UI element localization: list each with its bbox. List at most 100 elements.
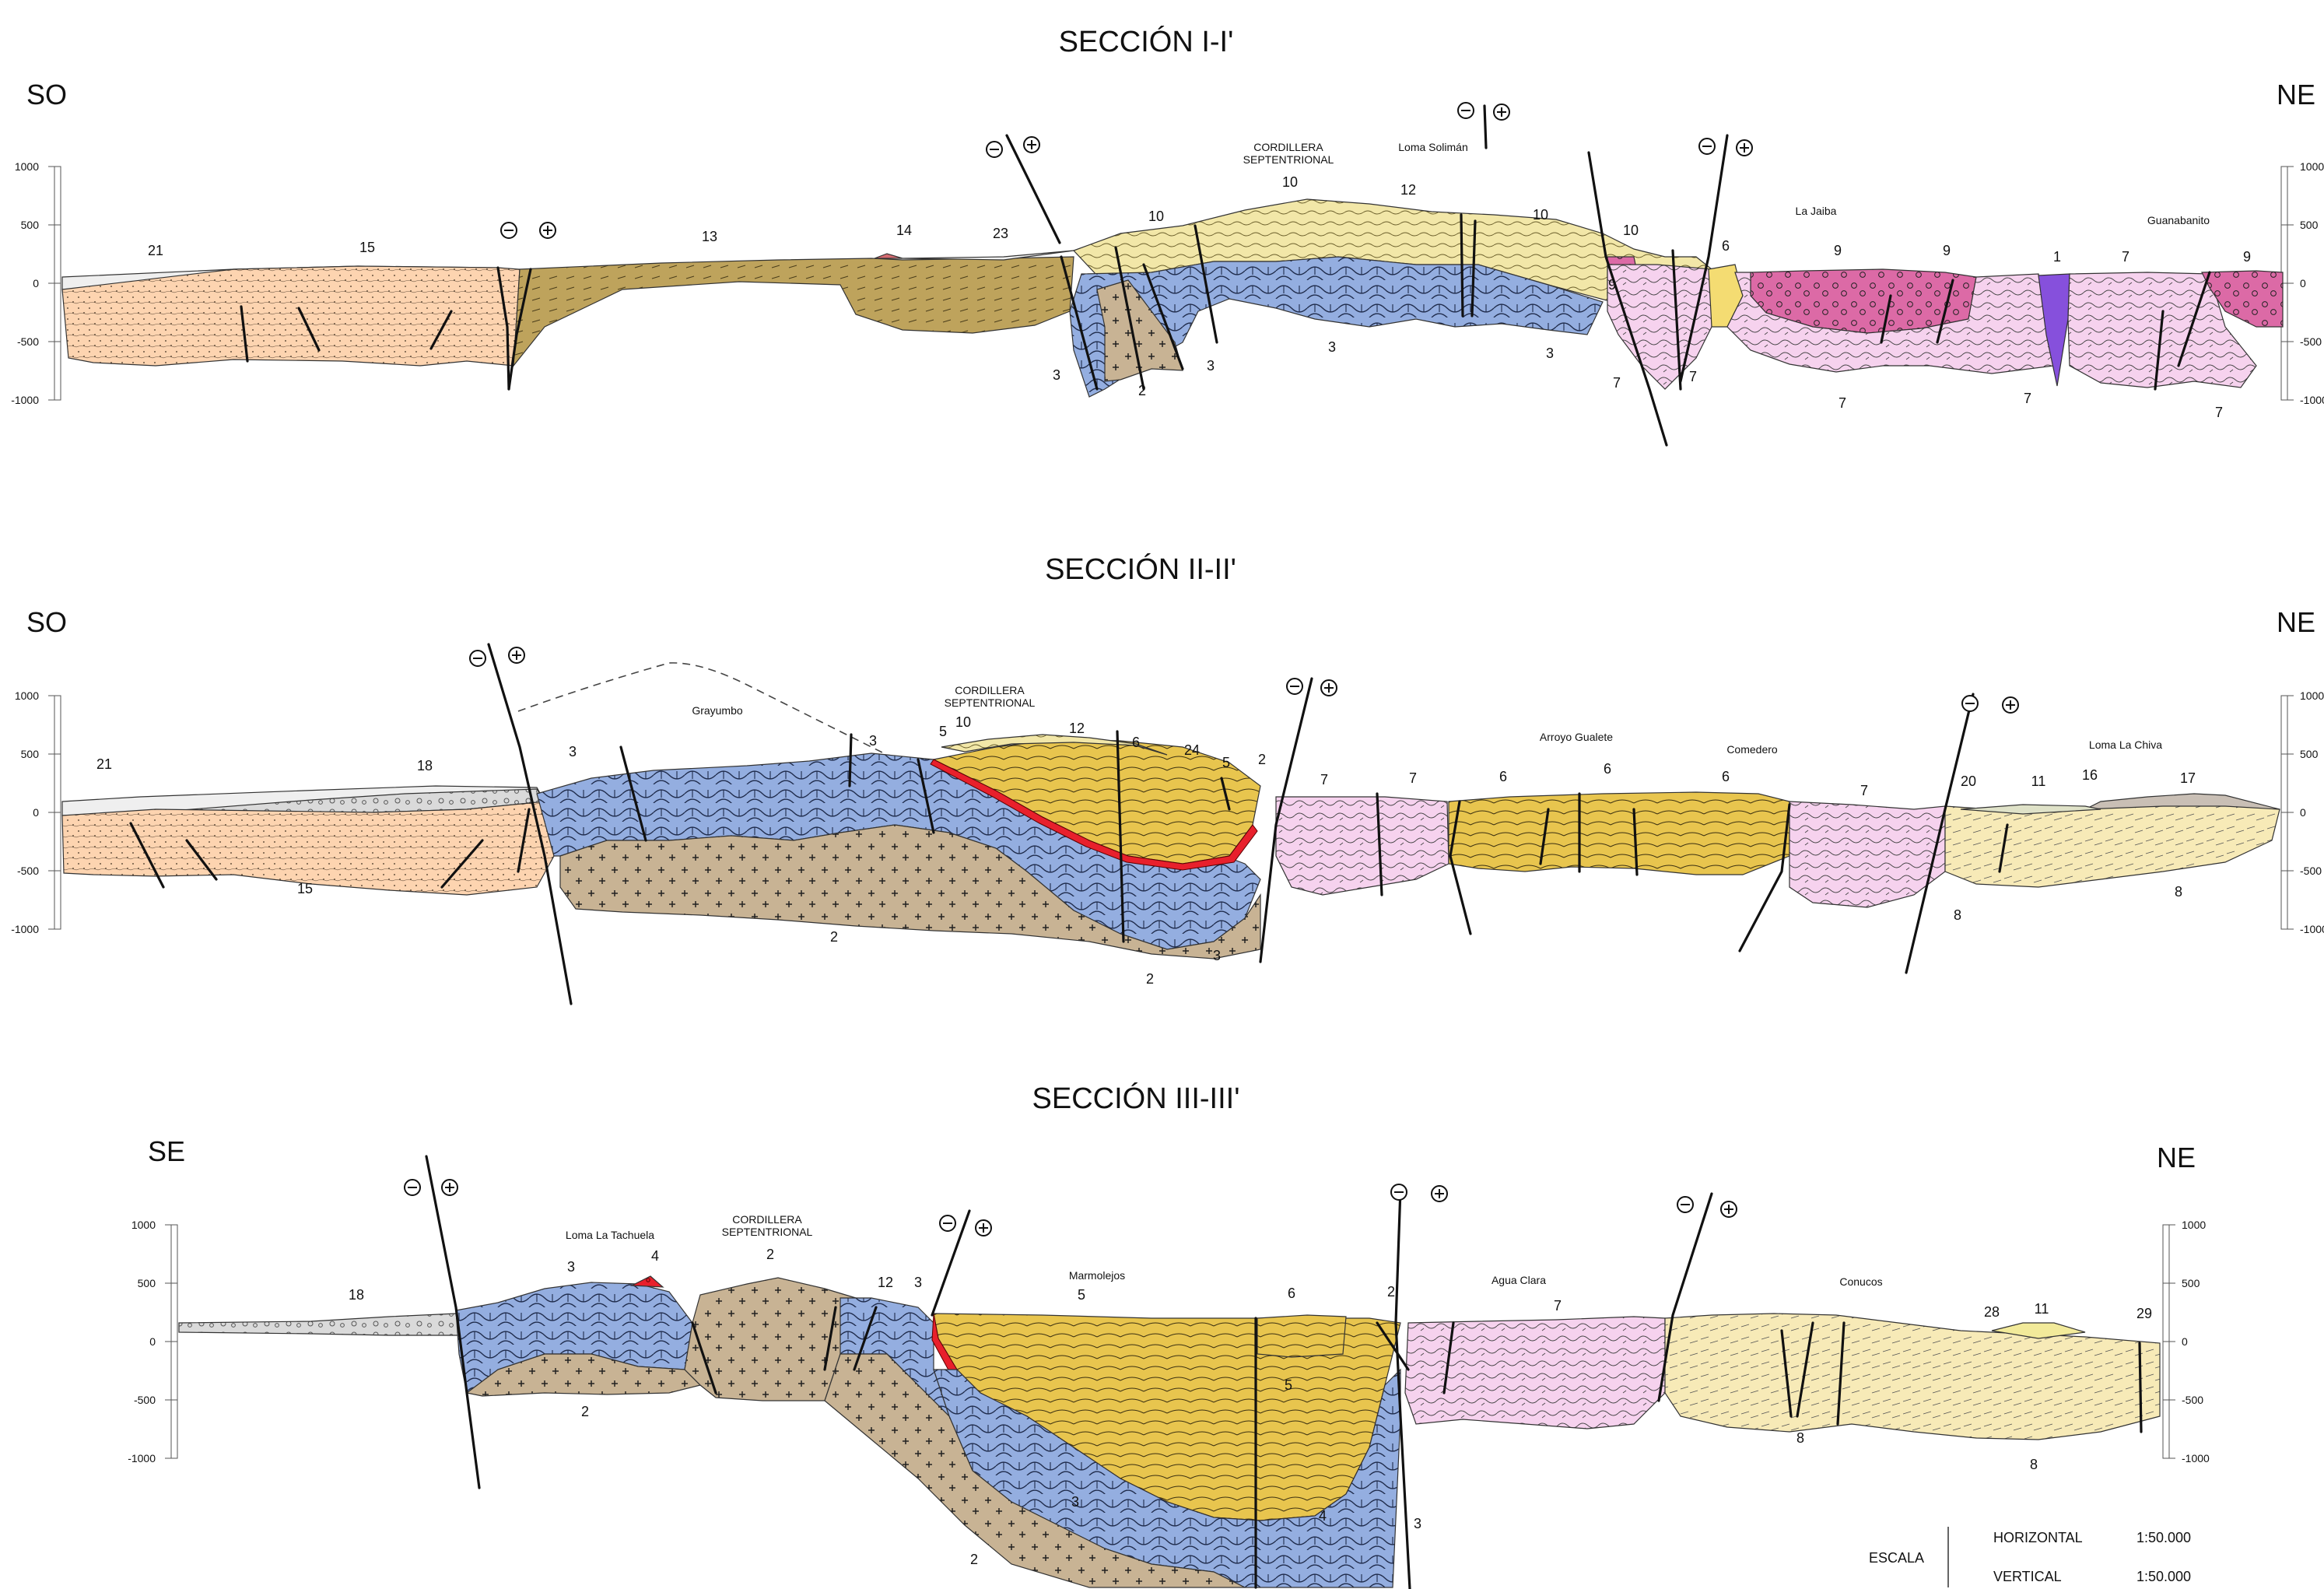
- place-label: Conucos: [1839, 1275, 1882, 1288]
- unit-6: [1257, 1314, 1347, 1358]
- unit-label: 3: [1213, 948, 1221, 963]
- unit-label: 6: [1604, 761, 1611, 777]
- section-3-left-direction: SE: [148, 1135, 185, 1167]
- section-1: SECCIÓN I-I' SO NE 1000 500 0 -500 -1000…: [11, 25, 2324, 447]
- unit-label: 5: [1222, 755, 1230, 770]
- unit-label: 20: [1961, 773, 1976, 789]
- unit-18: [178, 1313, 460, 1336]
- unit-4-small: [629, 1275, 664, 1288]
- plus-circle-icon: [1736, 139, 1753, 156]
- unit-10-12: [941, 734, 1168, 756]
- tick-label: 500: [2182, 1277, 2200, 1289]
- unit-label: 2: [1258, 752, 1266, 767]
- unit-label: 8: [2030, 1457, 2038, 1472]
- tick-label: 500: [2300, 219, 2319, 231]
- tick-label: 1000: [131, 1219, 156, 1231]
- unit-label: 6: [1132, 735, 1140, 750]
- plus-circle-icon: [975, 1219, 992, 1236]
- plus-circle-icon: [1320, 679, 1337, 696]
- unit-6: [1448, 791, 1790, 875]
- place-label: La Jaiba: [1796, 205, 1837, 217]
- place-label: CORDILLERA: [955, 684, 1025, 696]
- section-2-right-direction: NE: [2277, 606, 2315, 638]
- unit-label: 2: [1146, 971, 1154, 987]
- section-3: SECCIÓN III-III' SE NE 1000 500 0 -500 -…: [128, 1082, 2210, 1589]
- tick-label: -1000: [2300, 394, 2324, 406]
- unit-label: 9: [1608, 277, 1616, 293]
- unit-label: 7: [1839, 395, 1846, 411]
- unit-label: 7: [2215, 405, 2223, 420]
- tick-label: -500: [2182, 1394, 2203, 1406]
- unit-label: 7: [1320, 772, 1328, 787]
- unit-7-a: [1275, 796, 1449, 896]
- tick-label: -500: [2300, 865, 2322, 877]
- tick-label: -1000: [128, 1452, 156, 1464]
- unit-label: 28: [1984, 1304, 2000, 1320]
- unit-label: 5: [1078, 1287, 1085, 1303]
- eroded-profile-line: [517, 662, 919, 771]
- unit-label: 2: [1387, 1284, 1395, 1300]
- tick-label: 500: [21, 748, 40, 760]
- unit-label: 10: [1623, 223, 1639, 238]
- tick-label: 0: [2300, 806, 2306, 819]
- unit-label: 6: [1288, 1286, 1295, 1301]
- section-2-left-scale: 1000 500 0 -500 -1000: [11, 689, 61, 935]
- minus-circle-icon: [939, 1215, 956, 1232]
- section-3-left-scale: 1000 500 0 -500 -1000: [128, 1219, 178, 1464]
- plus-circle-icon: [2002, 696, 2019, 714]
- unit-label: 3: [869, 733, 877, 749]
- tick-label: -1000: [11, 394, 39, 406]
- scale-legend: ESCALA HORIZONTAL 1:50.000 VERTICAL 1:50…: [1869, 1527, 2191, 1587]
- section-1-title: SECCIÓN I-I': [1059, 25, 1234, 58]
- unit-label: 4: [651, 1248, 659, 1264]
- unit-label: 13: [702, 229, 717, 244]
- tick-label: 0: [2182, 1335, 2188, 1348]
- section-3-faults: [425, 1155, 2143, 1589]
- section-3-right-scale: 1000 500 0 -500 -1000: [2162, 1219, 2210, 1464]
- section-1-unit-labels: 21 15 13 14 23 10 10 12 10 10 6 9 9 1 7 …: [148, 174, 2251, 420]
- section-3-unit-labels: 18 3 4 2 12 3 5 6 2 7 28 11 29 2 2 3 5 4…: [349, 1247, 2152, 1567]
- unit-label: 21: [96, 756, 112, 772]
- tick-label: 500: [21, 219, 40, 231]
- unit-label: 21: [148, 243, 163, 258]
- unit-1: [2038, 273, 2070, 387]
- section-3-right-direction: NE: [2157, 1142, 2196, 1173]
- unit-label: 6: [1722, 238, 1730, 254]
- unit-label: 3: [1207, 358, 1215, 374]
- unit-label: 3: [1071, 1494, 1079, 1510]
- unit-label: 7: [1409, 770, 1417, 786]
- tick-label: -500: [17, 865, 39, 877]
- place-label: CORDILLERA: [732, 1213, 802, 1226]
- scale-horizontal-label: HORIZONTAL: [1993, 1530, 2083, 1545]
- section-3-title: SECCIÓN III-III': [1032, 1082, 1240, 1115]
- minus-circle-icon: [1698, 138, 1716, 155]
- unit-15: [61, 265, 521, 367]
- unit-label: 10: [955, 714, 971, 730]
- unit-label: 10: [1148, 209, 1164, 224]
- plus-circle-icon: [1023, 136, 1040, 153]
- plus-circle-icon: [539, 222, 556, 239]
- unit-label: 8: [1796, 1430, 1804, 1446]
- place-label: Guanabanito: [2147, 214, 2210, 226]
- section-2-left-direction: SO: [26, 606, 67, 638]
- minus-circle-icon: [500, 222, 517, 239]
- section-1-faults: [240, 104, 2211, 447]
- unit-label: 9: [2243, 249, 2251, 265]
- unit-label: 3: [567, 1259, 575, 1275]
- unit-label: 10: [1282, 174, 1298, 190]
- unit-label: 12: [1069, 721, 1085, 736]
- section-2-right-scale: 1000 500 0 -500 -1000: [2280, 689, 2324, 935]
- unit-label: 2: [766, 1247, 774, 1262]
- scale-vertical-label: VERTICAL: [1993, 1569, 2062, 1584]
- unit-label: 6: [1499, 769, 1507, 784]
- unit-label: 8: [1954, 907, 1961, 923]
- unit-label: 11: [2035, 1301, 2049, 1317]
- unit-label: 2: [970, 1552, 978, 1567]
- unit-label: 2: [1138, 383, 1146, 398]
- unit-8: [1944, 801, 2280, 888]
- unit-label: 4: [1319, 1508, 1327, 1524]
- section-1-left-direction: SO: [26, 79, 67, 110]
- unit-13: [513, 256, 1074, 367]
- unit-label: 9: [1834, 243, 1842, 258]
- unit-label: 7: [1613, 375, 1621, 391]
